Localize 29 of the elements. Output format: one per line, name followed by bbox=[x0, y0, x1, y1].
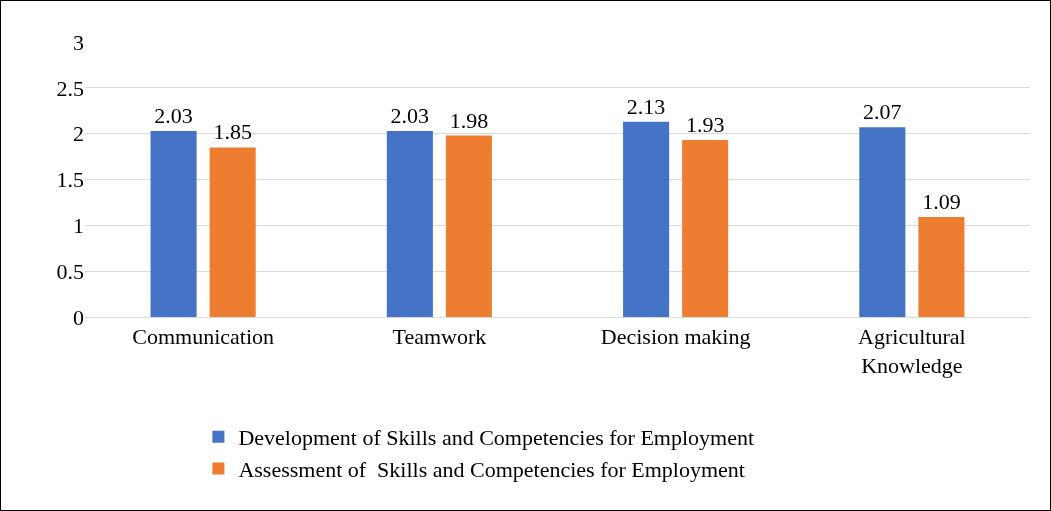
bar bbox=[150, 130, 197, 317]
x-tick-label: Communication bbox=[132, 324, 275, 350]
y-tick-label: 0 bbox=[73, 304, 84, 330]
y-tick-label: 2 bbox=[73, 121, 84, 147]
x-tick-label: Teamwork bbox=[392, 324, 487, 350]
data-label: 2.13 bbox=[626, 93, 666, 119]
y-tick-label: 0.5 bbox=[56, 258, 84, 284]
bar bbox=[386, 130, 433, 317]
data-label: 2.03 bbox=[154, 102, 193, 128]
bar bbox=[918, 217, 965, 317]
data-label: 1.85 bbox=[213, 119, 252, 145]
y-tick-label: 1 bbox=[73, 213, 84, 239]
y-tick-label: 1.5 bbox=[56, 167, 84, 193]
y-tick-label: 3 bbox=[73, 29, 84, 55]
data-label: 2.03 bbox=[390, 102, 430, 128]
bar bbox=[682, 140, 729, 317]
legend-label: Development of Skills and Competencies for Employment bbox=[238, 425, 755, 451]
data-label: 1.09 bbox=[922, 189, 961, 215]
x-tick-label: Agricultural Knowledge bbox=[858, 324, 966, 378]
x-tick-label: Decision making bbox=[600, 324, 751, 350]
bar bbox=[859, 127, 906, 317]
data-label: 2.07 bbox=[863, 99, 902, 125]
bar bbox=[209, 147, 256, 317]
data-label: 1.93 bbox=[685, 112, 725, 138]
bar bbox=[623, 121, 670, 317]
bar bbox=[445, 135, 492, 317]
data-label: 1.98 bbox=[449, 107, 489, 133]
legend-label: Assessment of Skills and Competencies for Employment bbox=[238, 456, 745, 482]
y-tick-label: 2.5 bbox=[56, 75, 84, 101]
